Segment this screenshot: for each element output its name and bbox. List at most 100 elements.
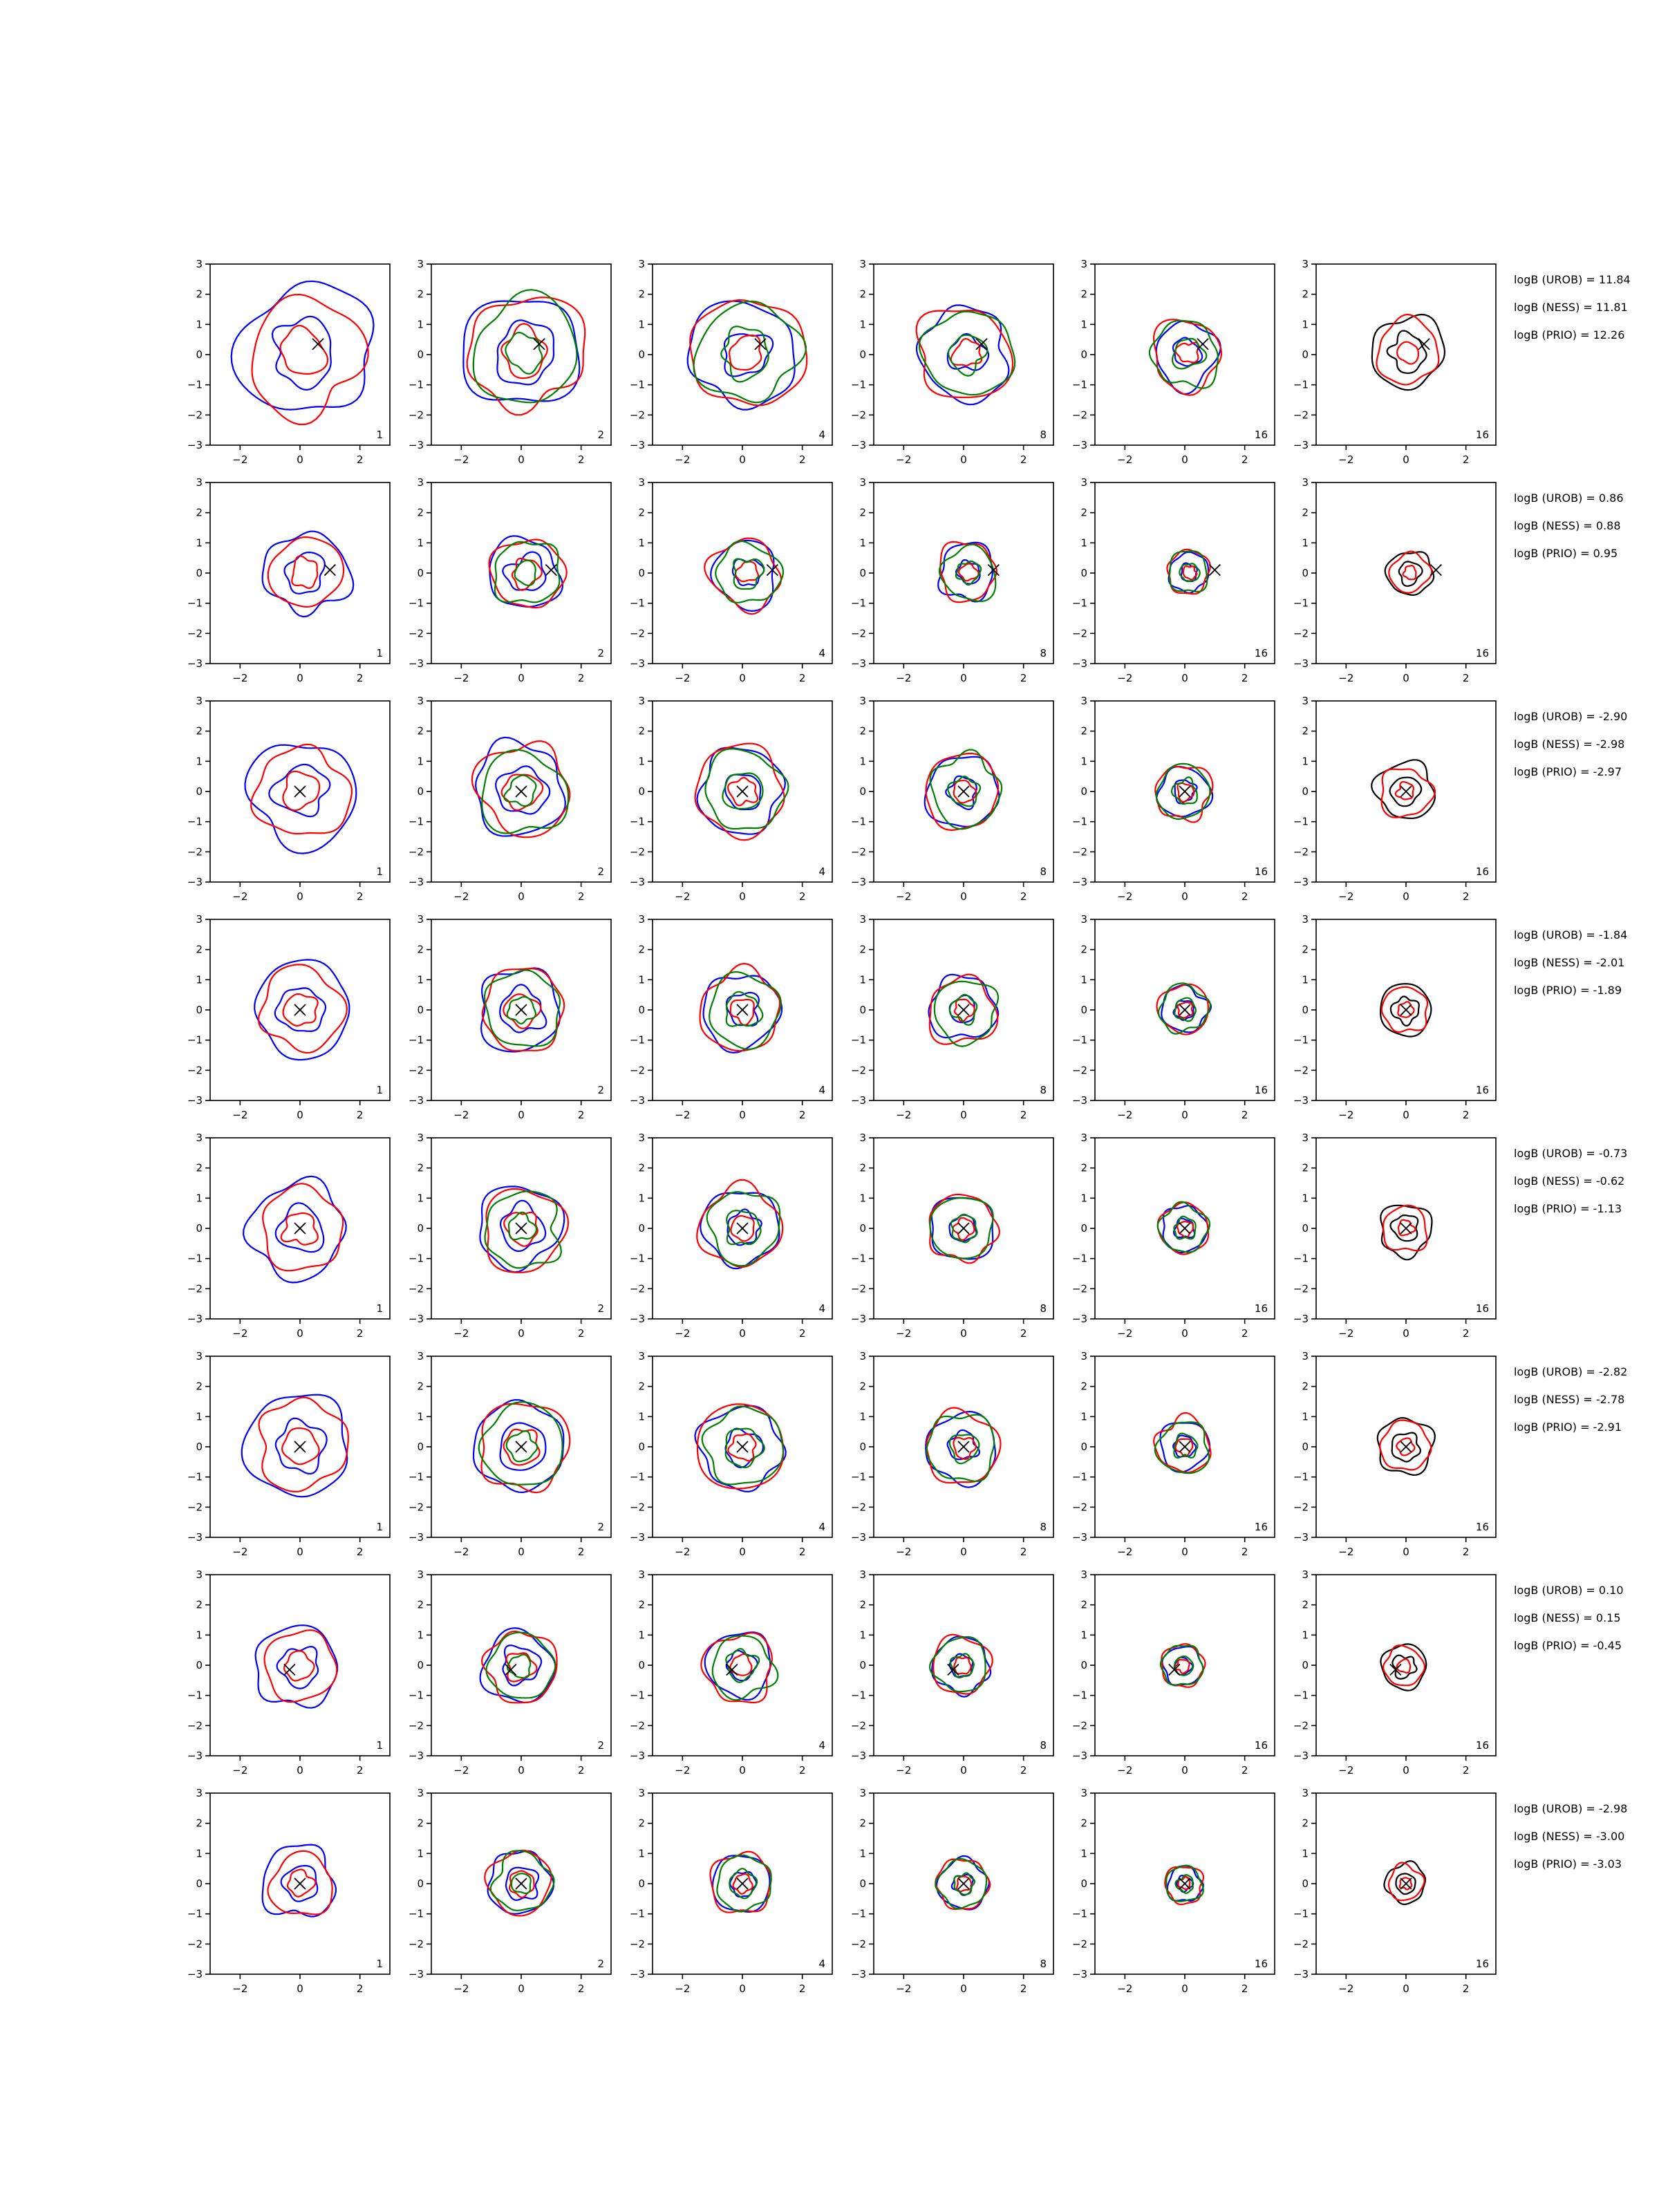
panel-label: 1 xyxy=(376,1302,383,1315)
contour-blue xyxy=(937,541,993,603)
contour-blue xyxy=(462,300,581,402)
panel-label: 8 xyxy=(1040,1739,1047,1752)
y-tick-label: 1 xyxy=(196,1629,203,1641)
contour-blue xyxy=(505,1866,540,1901)
y-tick-label: 0 xyxy=(1302,1441,1309,1453)
axes-frame xyxy=(1094,482,1275,664)
contour-red xyxy=(1161,1643,1206,1688)
y-tick-label: 3 xyxy=(1302,258,1309,270)
y-tick-label: 0 xyxy=(1302,1877,1309,1890)
y-tick-label: 0 xyxy=(417,1222,424,1235)
x-tick-label: 2 xyxy=(1463,672,1470,684)
y-tick-label: 3 xyxy=(196,476,203,489)
y-tick-label: 0 xyxy=(638,1441,645,1453)
y-tick-label: −1 xyxy=(1293,1908,1309,1920)
contour-red xyxy=(263,1629,338,1703)
x-tick-label: 0 xyxy=(1181,890,1188,903)
x-tick-label: −2 xyxy=(453,672,469,684)
y-tick-label: −1 xyxy=(1072,1471,1087,1483)
contour-red xyxy=(704,537,782,615)
x-marker xyxy=(957,1441,970,1453)
logb-label: logB (NESS) = -3.00 xyxy=(1514,1830,1624,1843)
y-tick-label: 1 xyxy=(1080,1847,1087,1859)
contour-green xyxy=(1156,1201,1211,1253)
x-tick-label: −2 xyxy=(1117,890,1132,903)
x-tick-label: 0 xyxy=(518,1109,525,1121)
x-tick-label: −2 xyxy=(1117,1764,1132,1777)
y-tick-label: 1 xyxy=(859,1410,866,1423)
y-tick-label: 0 xyxy=(638,1222,645,1235)
contour-blue xyxy=(261,1844,337,1918)
y-tick-label: 0 xyxy=(1302,785,1309,798)
x-tick-label: −2 xyxy=(675,672,690,684)
x-tick-label: 0 xyxy=(739,1109,746,1121)
y-tick-label: 3 xyxy=(638,476,645,489)
y-tick-label: 0 xyxy=(417,567,424,579)
y-tick-label: 3 xyxy=(1080,913,1087,926)
contour-red xyxy=(1402,564,1417,581)
contour-black xyxy=(1395,1873,1416,1895)
panel: −2 0 2 −3 −2 −1 0 1 2 3 8 xyxy=(851,1132,1054,1340)
y-tick-label: −1 xyxy=(630,1689,645,1702)
x-marker xyxy=(754,338,767,350)
contour-blue xyxy=(243,1175,347,1284)
y-tick-label: 3 xyxy=(417,1568,424,1581)
y-tick-label: −3 xyxy=(409,439,424,451)
contour-blue xyxy=(731,558,765,586)
contour-blue xyxy=(704,1631,771,1701)
panel: −2 0 2 −3 −2 −1 0 1 2 3 2 xyxy=(409,695,612,903)
x-tick-label: −2 xyxy=(232,1764,247,1777)
contour-blue xyxy=(274,987,327,1033)
y-tick-label: 0 xyxy=(196,1222,203,1235)
x-tick-label: −2 xyxy=(896,672,911,684)
y-tick-label: −3 xyxy=(1293,439,1309,451)
x-tick-label: 0 xyxy=(960,1109,967,1121)
y-tick-label: −1 xyxy=(187,1471,203,1483)
contour-red xyxy=(709,1850,772,1913)
panel-label: 16 xyxy=(1476,1084,1489,1096)
y-tick-label: 0 xyxy=(638,567,645,579)
panel-label: 16 xyxy=(1476,1521,1489,1533)
panel-label: 16 xyxy=(1255,865,1268,878)
y-tick-label: 2 xyxy=(417,1380,424,1393)
x-tick-label: 0 xyxy=(297,672,303,684)
y-tick-label: −1 xyxy=(409,1034,424,1047)
contour-green xyxy=(722,772,764,810)
y-tick-label: −2 xyxy=(630,1501,645,1513)
x-tick-label: −2 xyxy=(896,890,911,903)
contour-red xyxy=(1398,1877,1413,1891)
contour-blue xyxy=(1172,1000,1195,1021)
y-tick-label: 1 xyxy=(196,973,203,986)
x-tick-label: 2 xyxy=(357,1546,364,1558)
y-tick-label: −3 xyxy=(1293,876,1309,888)
x-marker xyxy=(1430,563,1442,577)
panel-label: 1 xyxy=(376,1084,383,1096)
contour-blue xyxy=(1159,1422,1211,1473)
y-tick-label: −2 xyxy=(1072,627,1087,639)
y-tick-label: 3 xyxy=(859,258,866,270)
contour-green xyxy=(503,774,537,807)
y-tick-label: 1 xyxy=(859,755,866,767)
y-tick-label: −3 xyxy=(630,657,645,670)
panel-label: 2 xyxy=(597,1739,604,1752)
x-tick-label: 0 xyxy=(297,890,303,903)
contour-red xyxy=(729,1653,753,1676)
y-tick-label: 2 xyxy=(638,1380,645,1393)
x-tick-label: 2 xyxy=(578,1546,585,1558)
x-tick-label: −2 xyxy=(675,1983,690,1995)
y-tick-label: 0 xyxy=(196,785,203,798)
y-tick-label: −3 xyxy=(187,1094,203,1107)
y-tick-label: −3 xyxy=(1293,657,1309,670)
x-marker xyxy=(957,785,970,798)
contour-green xyxy=(726,1210,762,1246)
contour-red xyxy=(1382,1644,1426,1687)
y-tick-label: 0 xyxy=(1302,1222,1309,1235)
panel: −2 0 2 −3 −2 −1 0 1 2 3 8 xyxy=(851,913,1054,1121)
contour-green xyxy=(506,995,537,1025)
x-tick-label: −2 xyxy=(232,1109,247,1121)
y-tick-label: −3 xyxy=(851,1313,866,1325)
panel: −2 0 2 −3 −2 −1 0 1 2 3 4 xyxy=(630,258,833,466)
y-tick-label: 1 xyxy=(1080,1410,1087,1423)
panel: −2 0 2 −3 −2 −1 0 1 2 3 8 xyxy=(851,1568,1054,1777)
y-tick-label: 1 xyxy=(1302,1410,1309,1423)
